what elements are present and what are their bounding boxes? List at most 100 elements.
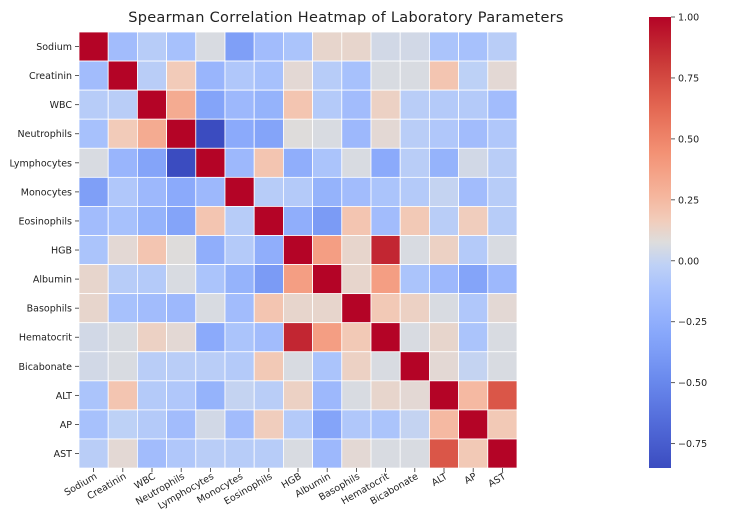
heatmap-cell-basophils-eosinophils <box>253 293 284 324</box>
heatmap-cell-basophils-wbc <box>136 293 167 324</box>
heatmap-cell-hgb-creatinin <box>107 235 138 265</box>
heatmap-cell-monocytes-alt <box>428 176 459 207</box>
heatmap-cell-ast-eosinophils <box>253 438 284 469</box>
heatmap-cell-eosinophils-albumin <box>312 206 343 236</box>
heatmap-cell-alt-hematocrit <box>370 380 401 411</box>
row-label-hematocrit: Hematocrit <box>19 333 72 344</box>
heatmap-cell-sodium-neutrophils <box>166 31 197 62</box>
heatmap-cell-eosinophils-ap <box>458 206 489 236</box>
heatmap-cell-alt-lymphocytes <box>195 380 226 411</box>
heatmap-cell-hematocrit-sodium <box>78 322 109 353</box>
heatmap-cell-lymphocytes-wbc <box>136 147 167 178</box>
heatmap-cell-ap-alt <box>428 409 459 440</box>
heatmap-cell-hematocrit-lymphocytes <box>195 322 226 353</box>
heatmap-cell-ast-ast <box>487 438 518 469</box>
heatmap-cell-basophils-hematocrit <box>370 293 401 324</box>
row-label-wbc: WBC <box>50 100 73 111</box>
heatmap-cell-sodium-alt <box>428 31 459 62</box>
row-label-hgb: HGB <box>51 246 72 257</box>
heatmap-cell-eosinophils-monocytes <box>224 206 255 236</box>
heatmap-cell-neutrophils-hgb <box>282 118 313 149</box>
heatmap-cell-alt-eosinophils <box>253 380 284 411</box>
heatmap-cell-ast-monocytes <box>224 438 255 469</box>
colorbar-tick-label: 0.25 <box>678 195 699 206</box>
heatmap-cell-hgb-ast <box>487 235 518 265</box>
colorbar-tick-label: −0.75 <box>678 439 707 450</box>
heatmap-cell-monocytes-hematocrit <box>370 176 401 207</box>
heatmap-cell-albumin-eosinophils <box>253 264 284 295</box>
heatmap-cell-alt-albumin <box>312 380 343 411</box>
row-label-albumin: Albumin <box>33 275 72 286</box>
heatmap-cell-ap-lymphocytes <box>195 409 226 440</box>
heatmap-cell-hematocrit-neutrophils <box>166 322 197 353</box>
heatmap-cell-wbc-basophils <box>341 89 372 120</box>
heatmap-cell-albumin-wbc <box>136 264 167 295</box>
heatmap-cell-hgb-neutrophils <box>166 235 197 265</box>
heatmap-cell-monocytes-albumin <box>312 176 343 207</box>
heatmap-cell-alt-creatinin <box>107 380 138 411</box>
heatmap-cell-ap-wbc <box>136 409 167 440</box>
heatmap-cell-wbc-albumin <box>312 89 343 120</box>
heatmap-cell-wbc-hematocrit <box>370 89 401 120</box>
heatmap-cell-sodium-ast <box>487 31 518 62</box>
heatmap-cell-wbc-ast <box>487 89 518 120</box>
heatmap-cell-bicabonate-basophils <box>341 351 372 382</box>
colorbar-gradient <box>649 17 671 468</box>
heatmap-cell-alt-neutrophils <box>166 380 197 411</box>
heatmap-cell-sodium-monocytes <box>224 31 255 62</box>
heatmap-cell-neutrophils-neutrophils <box>166 118 197 149</box>
heatmap-cell-basophils-albumin <box>312 293 343 324</box>
heatmap-cell-neutrophils-monocytes <box>224 118 255 149</box>
heatmap-cell-hgb-hgb <box>282 235 313 265</box>
heatmap-cell-lymphocytes-eosinophils <box>253 147 284 178</box>
colorbar-tick-label: −0.25 <box>678 317 707 328</box>
heatmap-cell-monocytes-creatinin <box>107 176 138 207</box>
heatmap-cell-creatinin-bicabonate <box>399 60 430 91</box>
heatmap-cell-monocytes-neutrophils <box>166 176 197 207</box>
heatmap-cell-bicabonate-bicabonate <box>399 351 430 382</box>
heatmap-cell-sodium-sodium <box>78 31 109 62</box>
heatmap-cell-ap-eosinophils <box>253 409 284 440</box>
row-label-creatinin: Creatinin <box>29 71 72 82</box>
heatmap-cell-sodium-bicabonate <box>399 31 430 62</box>
heatmap-cell-ap-albumin <box>312 409 343 440</box>
row-label-basophils: Basophils <box>27 304 72 315</box>
colorbar-tick-label: −0.50 <box>678 378 707 389</box>
heatmap-cell-creatinin-albumin <box>312 60 343 91</box>
heatmap-cell-ast-hgb <box>282 438 313 469</box>
heatmap-cell-alt-sodium <box>78 380 109 411</box>
heatmap-cell-albumin-albumin <box>312 264 343 295</box>
heatmap-cell-hgb-albumin <box>312 235 343 265</box>
heatmap-cell-hematocrit-bicabonate <box>399 322 430 353</box>
heatmap-cell-eosinophils-neutrophils <box>166 206 197 236</box>
heatmap-cell-basophils-creatinin <box>107 293 138 324</box>
heatmap-cell-ast-hematocrit <box>370 438 401 469</box>
heatmap-cell-ap-hematocrit <box>370 409 401 440</box>
heatmap-cell-creatinin-alt <box>428 60 459 91</box>
heatmap-cell-hgb-basophils <box>341 235 372 265</box>
heatmap-cell-basophils-alt <box>428 293 459 324</box>
heatmap-cell-wbc-wbc <box>136 89 167 120</box>
heatmap-cell-neutrophils-alt <box>428 118 459 149</box>
heatmap-cell-bicabonate-ast <box>487 351 518 382</box>
heatmap-cell-eosinophils-hematocrit <box>370 206 401 236</box>
heatmap-cell-lymphocytes-monocytes <box>224 147 255 178</box>
heatmap-cell-lymphocytes-hematocrit <box>370 147 401 178</box>
chart-title: Spearman Correlation Heatmap of Laborato… <box>128 10 564 26</box>
heatmap-cell-lymphocytes-hgb <box>282 147 313 178</box>
column-label-ast: AST <box>487 471 509 490</box>
heatmap-cell-ap-hgb <box>282 409 313 440</box>
heatmap-cell-hematocrit-ap <box>458 322 489 353</box>
heatmap-cell-lymphocytes-albumin <box>312 147 343 178</box>
heatmap-cell-monocytes-hgb <box>282 176 313 207</box>
heatmap-cell-eosinophils-wbc <box>136 206 167 236</box>
heatmap-cell-wbc-bicabonate <box>399 89 430 120</box>
heatmap-cell-albumin-hgb <box>282 264 313 295</box>
heatmap-cell-hematocrit-alt <box>428 322 459 353</box>
heatmap-cell-albumin-lymphocytes <box>195 264 226 295</box>
heatmap-cell-wbc-sodium <box>78 89 109 120</box>
heatmap-cell-alt-bicabonate <box>399 380 430 411</box>
heatmap-cell-alt-wbc <box>136 380 167 411</box>
heatmap-cell-albumin-bicabonate <box>399 264 430 295</box>
